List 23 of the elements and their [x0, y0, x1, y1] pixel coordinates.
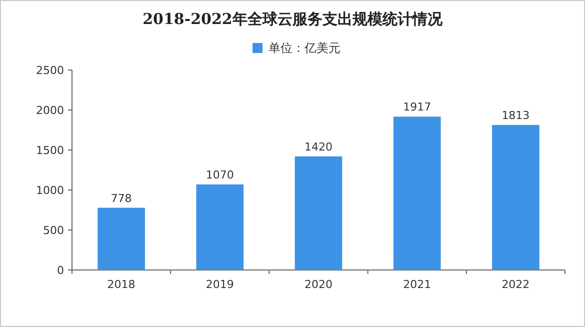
x-tick-label: 2020 — [304, 278, 332, 291]
y-tick-label: 2500 — [36, 64, 64, 77]
y-tick-label: 0 — [57, 264, 64, 277]
y-tick-label: 1500 — [36, 144, 64, 157]
data-label: 1917 — [403, 100, 432, 114]
y-tick-label: 500 — [43, 224, 64, 237]
chart-title: 2018-2022年全球云服务支出规模统计情况 — [142, 10, 444, 28]
bar — [393, 116, 441, 270]
y-tick-label: 2000 — [36, 104, 64, 117]
x-tick-label: 2022 — [502, 278, 530, 291]
data-label: 778 — [110, 192, 132, 205]
data-label: 1813 — [502, 108, 530, 122]
data-label: 1420 — [304, 140, 332, 154]
x-tick-label: 2019 — [206, 278, 234, 291]
legend-label: 单位：亿美元 — [268, 41, 340, 55]
y-tick-label: 1000 — [36, 184, 64, 197]
bar — [492, 124, 540, 270]
data-label: 1070 — [206, 168, 234, 182]
bar — [98, 208, 145, 270]
x-tick-label: 2021 — [403, 278, 432, 291]
bar — [294, 156, 342, 270]
bar — [196, 184, 244, 270]
x-tick-label: 2018 — [107, 278, 136, 291]
